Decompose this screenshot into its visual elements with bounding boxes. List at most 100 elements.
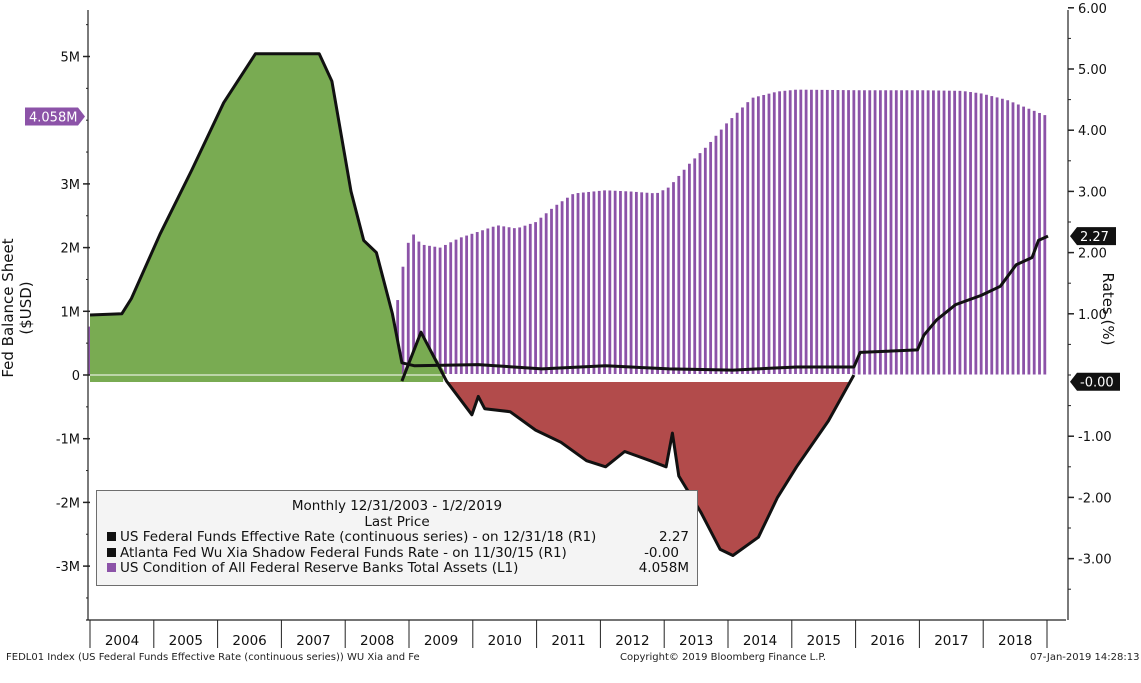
- asset-bar: [512, 228, 516, 375]
- legend-row-assets: US Condition of All Federal Reserve Bank…: [97, 560, 697, 577]
- asset-bar: [608, 190, 612, 375]
- legend-header-price: Last Price: [364, 513, 430, 530]
- asset-bar: [672, 182, 675, 375]
- asset-bar: [868, 90, 872, 375]
- footer-index-text: FEDL01 Index (US Federal Funds Effective…: [6, 652, 420, 663]
- right-tick-label: 5.00: [1078, 63, 1107, 78]
- asset-bar: [852, 90, 856, 375]
- right-tick-label: -3.00: [1078, 553, 1112, 568]
- asset-bar: [688, 163, 691, 375]
- year-label: 2006: [232, 633, 266, 649]
- asset-bar: [534, 222, 537, 375]
- asset-bar: [746, 102, 750, 376]
- asset-bar: [555, 204, 559, 375]
- funds-value-tag-box: [1070, 227, 1116, 246]
- asset-bar: [486, 228, 490, 375]
- asset-bar: [698, 153, 702, 375]
- asset-bar: [963, 91, 967, 375]
- asset-bar: [1043, 115, 1047, 375]
- asset-bar: [910, 90, 914, 375]
- asset-bar: [438, 247, 442, 375]
- left-tick-label: -2M: [56, 496, 80, 511]
- asset-bar: [640, 192, 644, 375]
- legend-row-funds: US Federal Funds Effective Rate (continu…: [97, 529, 697, 546]
- legend-value-shadow: -0.00: [644, 544, 679, 561]
- asset-bar: [677, 175, 681, 375]
- asset-bar: [645, 192, 649, 375]
- positive-rate-area: [90, 53, 447, 375]
- asset-bar: [703, 147, 707, 375]
- asset-bar: [581, 192, 585, 375]
- asset-bar: [714, 135, 718, 375]
- left-tick-label: -3M: [56, 560, 80, 575]
- asset-bar: [836, 90, 840, 375]
- year-label: 2012: [615, 633, 649, 649]
- asset-bar: [778, 91, 781, 375]
- asset-bar: [985, 94, 988, 376]
- asset-bar: [932, 90, 935, 376]
- shadow-value-tag-box: [1070, 372, 1120, 391]
- legend-label-shadow: Atlanta Fed Wu Xia Shadow Federal Funds …: [120, 544, 567, 561]
- asset-bar: [518, 227, 522, 375]
- asset-bar: [815, 89, 819, 375]
- asset-bar: [788, 90, 792, 375]
- asset-bar: [597, 190, 601, 375]
- left-tick-label: 5M: [61, 51, 81, 66]
- asset-bar: [735, 112, 739, 376]
- year-label: 2004: [105, 633, 139, 649]
- asset-bar: [682, 169, 686, 375]
- asset-bar: [587, 191, 591, 375]
- asset-bar: [465, 235, 469, 375]
- asset-bar: [841, 90, 845, 375]
- asset-bar: [1006, 100, 1010, 376]
- asset-bar: [905, 90, 909, 375]
- left-tick-label: 0: [72, 369, 80, 384]
- asset-bar: [947, 90, 951, 375]
- asset-bar: [539, 217, 543, 375]
- asset-bar: [1000, 98, 1004, 375]
- asset-bar: [794, 89, 797, 375]
- asset-bar: [772, 92, 776, 375]
- asset-bar: [523, 225, 527, 375]
- asset-bar: [831, 89, 835, 375]
- asset-bar: [990, 96, 994, 375]
- asset-bar: [412, 234, 415, 375]
- asset-bar: [619, 191, 622, 375]
- asset-bar: [401, 266, 405, 375]
- asset-bar: [576, 193, 580, 375]
- right-tick-label: -2.00: [1078, 491, 1112, 506]
- year-label: 2007: [296, 633, 330, 649]
- legend-value-assets: 4.058M: [638, 560, 689, 576]
- value-tags: 4.058M 2.27 -0.00: [25, 107, 1120, 391]
- year-label: 2016: [870, 633, 904, 649]
- fed-funds-line: [89, 52, 1049, 372]
- year-label: 2015: [807, 633, 841, 649]
- asset-bar: [502, 226, 506, 375]
- asset-bar: [603, 190, 606, 375]
- shadow-rate-shading: [90, 53, 854, 556]
- zero-gap: [443, 374, 854, 382]
- left-axis-title: Fed Balance Sheet ($USD): [0, 238, 35, 378]
- asset-bar: [762, 94, 766, 376]
- asset-bar: [624, 191, 628, 375]
- asset-bar: [428, 245, 431, 375]
- shadow-value-tag: -0.00: [1080, 376, 1114, 391]
- asset-bar: [1027, 108, 1031, 375]
- left-tick-label: -1M: [56, 433, 80, 448]
- asset-bar: [953, 90, 957, 376]
- asset-bar: [613, 190, 617, 375]
- asset-bar: [491, 226, 495, 375]
- asset-bar: [719, 129, 723, 375]
- asset-bar: [741, 107, 744, 376]
- asset-bar: [969, 92, 972, 375]
- asset-bar: [889, 90, 893, 375]
- asset-bar: [475, 232, 479, 375]
- legend-row-shadow: Atlanta Fed Wu Xia Shadow Federal Funds …: [97, 544, 697, 562]
- asset-bar: [709, 141, 713, 375]
- positive-rate-strip: [90, 375, 444, 382]
- asset-bar: [470, 233, 474, 375]
- year-label: 2014: [743, 633, 777, 649]
- footer-copyright: Copyright© 2019 Bloomberg Finance L.P.: [620, 652, 827, 663]
- asset-bar: [1038, 112, 1041, 375]
- asset-bar: [847, 90, 850, 375]
